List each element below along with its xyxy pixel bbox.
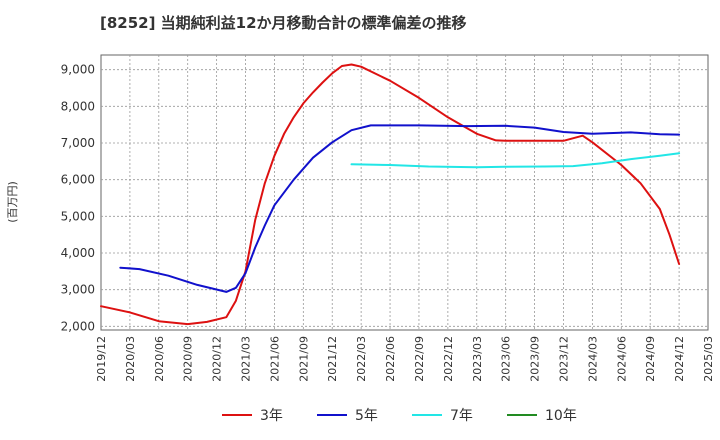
grid (101, 55, 708, 330)
x-tick-label: 2024/03 (586, 336, 599, 382)
legend-label-1: 5年 (355, 408, 378, 424)
x-tick-label: 2021/06 (268, 336, 281, 382)
x-tick-label: 2020/06 (153, 336, 166, 382)
x-tick-label: 2020/12 (211, 336, 224, 382)
x-tick-label: 2020/09 (182, 336, 195, 382)
legend-label-2: 7年 (450, 408, 473, 424)
legend: 3年 5年 7年 10年 (222, 408, 577, 424)
x-tick-label: 2024/12 (673, 336, 686, 382)
y-tick-label: 8,000 (61, 99, 95, 113)
chart-title: [8252] 当期純利益12か月移動合計の標準偏差の推移 (100, 14, 467, 32)
x-tick-label: 2023/12 (557, 336, 570, 382)
y-tick-label: 2,000 (61, 319, 95, 333)
y-tick-label: 9,000 (61, 63, 95, 77)
x-tick-label: 2021/12 (326, 336, 339, 382)
y-tick-label: 4,000 (61, 246, 95, 260)
x-tick-label: 2025/03 (702, 336, 715, 382)
x-tick-label: 2023/09 (529, 336, 542, 382)
x-axis-ticks: 2019/12 2020/03 2020/06 2020/09 2020/12 2021/… (95, 336, 715, 382)
legend-label-0: 3年 (260, 408, 283, 424)
x-tick-label: 2023/03 (471, 336, 484, 382)
legend-label-3: 10年 (545, 408, 577, 424)
x-tick-label: 2020/03 (124, 336, 137, 382)
plot-frame (100, 54, 709, 331)
y-tick-label: 7,000 (61, 136, 95, 150)
x-tick-label: 2021/09 (297, 336, 310, 382)
x-tick-label: 2022/12 (442, 336, 455, 382)
y-axis-ticks: 2,000 3,000 4,000 5,000 6,000 7,000 8,000 9,000 (61, 63, 95, 334)
x-tick-label: 2022/09 (413, 336, 426, 382)
x-tick-label: 2022/03 (355, 336, 368, 382)
x-tick-label: 2021/03 (240, 336, 253, 382)
y-tick-label: 3,000 (61, 283, 95, 297)
y-tick-label: 5,000 (61, 209, 95, 223)
x-tick-label: 2019/12 (95, 336, 108, 382)
x-tick-label: 2024/09 (644, 336, 657, 382)
x-tick-label: 2023/06 (500, 336, 513, 382)
series-line-2 (350, 152, 681, 169)
x-tick-label: 2022/06 (384, 336, 397, 382)
series-lines (100, 63, 681, 326)
x-tick-label: 2024/06 (615, 336, 628, 382)
series-line-0 (100, 63, 681, 326)
y-tick-label: 6,000 (61, 173, 95, 187)
series-line-1 (119, 124, 681, 293)
y-axis-label: (百万円) (6, 181, 19, 223)
